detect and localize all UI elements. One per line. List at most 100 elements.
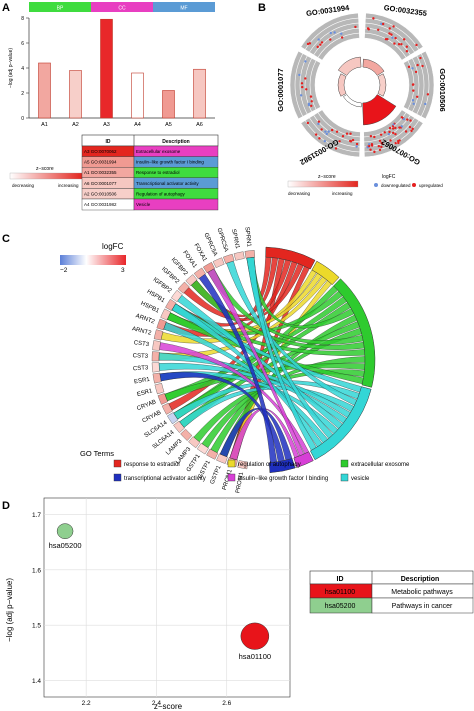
gene-label: ESR1: [136, 388, 153, 398]
b-increasing-label: increasing: [332, 191, 353, 196]
upregulated-gene-dot: [348, 139, 352, 143]
gene-segment: [237, 460, 249, 470]
zscore-decreasing-label: decreasing: [12, 183, 35, 188]
x-tick-label: A6: [196, 122, 203, 128]
bubble-label: hsa05200: [49, 541, 82, 550]
gene-label: CST3: [133, 365, 149, 372]
gene-label: CST3: [133, 353, 149, 360]
table-row: hsa05200 Pathways in cancer: [309, 597, 474, 614]
upregulated-gene-dot: [345, 132, 349, 135]
upregulated-gene-dot: [405, 50, 409, 53]
upregulated-gene-dot: [317, 120, 321, 123]
table-row: A5 GO:0031994 Insulin−like growth factor…: [81, 156, 219, 168]
bar: [193, 68, 206, 119]
upregulated-gene-dot: [394, 141, 397, 145]
y-tick-label: 4: [21, 66, 24, 72]
gene-label: HSPB1: [140, 301, 161, 315]
upregulated-gene-dot: [308, 42, 312, 45]
upregulated-gene-dot: [405, 45, 409, 48]
bar: [69, 70, 82, 119]
downregulated-gene-dot: [387, 132, 391, 136]
gene-segment: [151, 351, 160, 362]
kegg-header-row: [309, 570, 474, 585]
gene-label: CRYAB: [142, 410, 163, 425]
table-row-id: A2 GO:0010506: [84, 191, 117, 196]
gene-segment: [152, 340, 161, 351]
upregulated-gene-dot: [349, 132, 352, 135]
upregulated-gene-dot: [419, 56, 422, 60]
sector-gridline: [420, 53, 430, 117]
panel-c-label: C: [2, 233, 10, 245]
upregulated-dot-icon: [412, 183, 416, 187]
go-circle-plot: [289, 12, 435, 158]
sector-gridline: [304, 58, 312, 112]
go-terms-title: GO Terms: [80, 449, 114, 458]
zscore-inner-bar: [342, 94, 362, 108]
table-row-id: hsa01100: [325, 589, 355, 596]
upregulated-gene-dot: [409, 119, 412, 122]
go-terms-legend: response to estradiol regulation of auto…: [113, 459, 410, 482]
upregulated-gene-dot: [329, 38, 332, 41]
sector-gridline: [313, 27, 360, 55]
y-tick-label: 2: [21, 91, 24, 97]
table-row-description: Insulin−like growth factor I binding: [136, 160, 204, 165]
downregulated-gene-dot: [317, 122, 320, 126]
upregulated-gene-dot: [334, 147, 338, 150]
downregulated-gene-dot: [355, 145, 358, 148]
upregulated-gene-dot: [412, 89, 415, 92]
upregulated-gene-dot: [411, 127, 414, 131]
zscore-inner-bar: [337, 56, 362, 76]
table-row-description: Transcriptional activator activity: [136, 181, 199, 186]
gene-segment: [212, 257, 225, 269]
bubble-xlabel: z−score: [154, 702, 183, 711]
upregulated-gene-dot: [318, 137, 321, 140]
x-tick-label: 2.4: [152, 700, 161, 707]
table-row-description: Vesicle: [136, 202, 151, 207]
upregulated-gene-dot: [406, 118, 409, 121]
upregulated-gene-dot: [316, 45, 319, 49]
upregulated-gene-dot: [330, 128, 334, 132]
panel-c: C logFC −2 3 SPRN1SPRN1GPRC5AGPRC5AFOXA1…: [2, 227, 410, 494]
downregulated-gene-dot: [298, 73, 301, 77]
upregulated-gene-dot: [388, 32, 391, 35]
category-mf-bar: [153, 2, 215, 12]
y-tick-label: 1.7: [32, 512, 41, 519]
upregulated-gene-dot: [381, 22, 385, 26]
upregulated-gene-dot: [402, 38, 406, 41]
upregulated-gene-dot: [412, 83, 415, 86]
table-row-description: Metabolic pathways: [391, 589, 453, 596]
go-term-arc: [333, 278, 376, 388]
table-row-id: A6 GO:0001077: [84, 181, 117, 186]
y-tick-label: 6: [21, 41, 24, 47]
sector-gridline: [363, 112, 407, 138]
y-tick-label: 0: [21, 116, 24, 122]
legend-label: response to estradiol: [124, 462, 180, 468]
table-row: A1 GO:0032355 Response to estradiol: [81, 166, 219, 178]
legend-label: extracellular exosome: [351, 462, 410, 468]
table-row-description: Regulation of autophagy: [136, 191, 186, 196]
category-bp-bar: [29, 2, 91, 12]
panel-b: B GO:0031994 GO:0032355 GO:0010506 GO:00…: [258, 2, 447, 196]
legend-label: insulin−like growth factor I binding: [238, 476, 328, 482]
downregulated-gene-dot: [317, 38, 320, 41]
go-sector: [300, 109, 361, 158]
upregulated-gene-dot: [388, 130, 391, 134]
upregulated-gene-dot: [389, 139, 392, 142]
zscore-inner-bar: [362, 94, 397, 126]
logfc-legend-title: logFC: [102, 242, 124, 251]
sector-gridline: [309, 60, 317, 110]
upregulated-gene-dot: [306, 121, 310, 125]
gene-segment: [151, 362, 160, 373]
downregulated-gene-dot: [367, 143, 371, 146]
upregulated-gene-dot: [392, 25, 395, 28]
upregulated-gene-dot: [370, 144, 374, 147]
category-bp-label: BP: [57, 6, 64, 12]
upregulated-gene-dot: [366, 27, 370, 30]
kegg-table: ID Description hsa01100 Metabolic pathwa…: [309, 570, 474, 614]
table-header-row: [81, 134, 219, 147]
sector-gridline: [317, 32, 360, 58]
bubble-ylabel: −log (adj p−value): [5, 578, 14, 642]
table-row-id: A5 GO:0031994: [84, 160, 117, 165]
upregulated-gene-dot: [372, 17, 375, 20]
table-row: hsa01100 Metabolic pathways: [309, 583, 474, 599]
